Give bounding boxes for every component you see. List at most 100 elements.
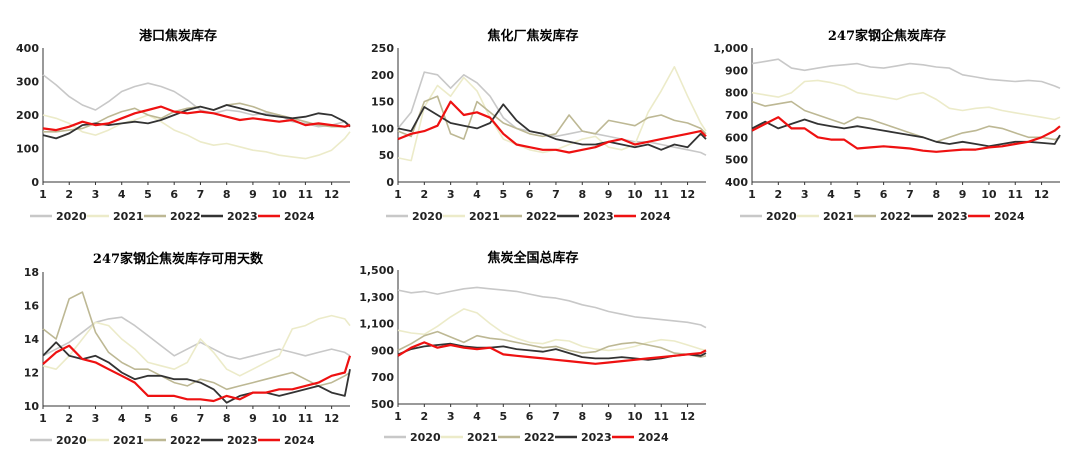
x-tick-label: 3 <box>801 188 809 201</box>
y-tick-label: 900 <box>725 64 748 77</box>
y-tick-label: 250 <box>371 42 394 55</box>
series-line-2023 <box>397 103 707 151</box>
x-tick-label: 4 <box>827 188 835 201</box>
y-tick-label: 1,100 <box>359 318 394 331</box>
x-tick-label: 1 <box>748 188 756 201</box>
x-tick-label: 3 <box>92 412 100 425</box>
y-tick-label: 1,500 <box>359 264 394 277</box>
x-tick-label: 11 <box>1008 188 1023 201</box>
x-tick-label: 1 <box>39 188 47 201</box>
x-tick-label: 2 <box>65 412 73 425</box>
x-tick-label: 5 <box>853 188 861 201</box>
legend-label-2024: 2024 <box>640 210 671 223</box>
legend-label-2021: 2021 <box>113 210 144 223</box>
legend-label-2023: 2023 <box>937 210 968 223</box>
series-line-2023 <box>397 342 707 361</box>
x-tick-label: 4 <box>473 188 481 201</box>
x-tick-label: 7 <box>197 412 205 425</box>
series-line-2022 <box>751 100 1061 143</box>
legend-label-2022: 2022 <box>170 210 201 223</box>
x-tick-label: 10 <box>271 188 287 201</box>
y-tick-label: 18 <box>24 266 39 279</box>
series-line-2023 <box>42 341 351 404</box>
y-tick-label: 700 <box>725 109 748 122</box>
x-tick-label: 3 <box>92 188 100 201</box>
y-tick-label: 1,300 <box>359 291 394 304</box>
y-tick-label: 100 <box>371 122 394 135</box>
legend-label-2020: 2020 <box>410 431 441 444</box>
x-tick-label: 8 <box>578 410 586 423</box>
x-tick-label: 1 <box>39 412 47 425</box>
legend-label-2020: 2020 <box>56 434 87 447</box>
x-tick-label: 6 <box>526 188 534 201</box>
x-tick-label: 7 <box>197 188 205 201</box>
series-line-2024 <box>751 116 1061 153</box>
series-line-2021 <box>397 308 707 352</box>
legend: 2020 2021 2022 2023 2024 <box>384 431 669 444</box>
x-tick-label: 5 <box>144 412 152 425</box>
x-tick-label: 2 <box>774 188 782 201</box>
x-tick-label: 6 <box>170 412 178 425</box>
x-tick-label: 10 <box>627 188 643 201</box>
x-tick-label: 1 <box>394 188 402 201</box>
series-line-2022 <box>397 95 707 140</box>
x-tick-label: 12 <box>324 188 339 201</box>
x-tick-label: 11 <box>298 188 313 201</box>
x-tick-label: 7 <box>906 188 914 201</box>
x-tick-label: 2 <box>420 410 428 423</box>
legend-label-2020: 2020 <box>766 210 797 223</box>
legend-label-2021: 2021 <box>467 431 498 444</box>
chart-title: 247家钢企焦炭库存 <box>828 28 946 44</box>
x-tick-label: 2 <box>65 188 73 201</box>
x-tick-label: 6 <box>526 410 534 423</box>
y-tick-label: 300 <box>16 76 39 89</box>
y-tick-label: 1,000 <box>713 42 748 55</box>
x-tick-label: 5 <box>144 188 152 201</box>
x-tick-label: 7 <box>552 410 560 423</box>
legend-label-2024: 2024 <box>638 431 669 444</box>
legend-label-2024: 2024 <box>994 210 1025 223</box>
x-tick-label: 3 <box>447 410 455 423</box>
y-tick-label: 10 <box>24 400 40 413</box>
chart-title: 焦炭全国总库存 <box>486 250 578 266</box>
y-tick-label: 100 <box>16 143 39 156</box>
series-line-2024 <box>397 341 707 365</box>
y-tick-label: 200 <box>16 109 39 122</box>
chart-title: 247家钢企焦炭库存可用天数 <box>93 251 264 267</box>
x-tick-label: 12 <box>680 188 695 201</box>
chart-title: 焦化厂焦炭库存 <box>486 28 578 44</box>
legend-label-2022: 2022 <box>526 210 557 223</box>
x-tick-label: 6 <box>170 188 178 201</box>
y-tick-label: 400 <box>16 42 39 55</box>
legend-label-2020: 2020 <box>412 210 443 223</box>
x-tick-label: 12 <box>680 410 695 423</box>
x-tick-label: 8 <box>223 188 231 201</box>
series-line-2021 <box>42 114 351 160</box>
x-tick-label: 9 <box>959 188 967 201</box>
x-tick-label: 11 <box>654 410 669 423</box>
y-tick-label: 400 <box>725 176 748 189</box>
legend-label-2022: 2022 <box>524 431 555 444</box>
legend: 2020 2021 2022 2023 2024 <box>30 210 315 223</box>
x-tick-label: 7 <box>552 188 560 201</box>
series-line-2020 <box>42 316 351 360</box>
series-line-2023 <box>42 104 351 140</box>
legend-label-2022: 2022 <box>880 210 911 223</box>
series-line-2021 <box>751 79 1061 121</box>
y-tick-label: 12 <box>24 367 39 380</box>
y-tick-label: 200 <box>371 69 394 82</box>
y-tick-label: 0 <box>31 176 39 189</box>
x-tick-label: 8 <box>578 188 586 201</box>
chart-title: 港口焦炭库存 <box>139 28 217 44</box>
x-tick-label: 10 <box>981 188 997 201</box>
x-tick-label: 5 <box>499 410 507 423</box>
series-line-2024 <box>42 105 351 132</box>
y-tick-label: 0 <box>386 176 394 189</box>
legend-label-2021: 2021 <box>113 434 144 447</box>
x-tick-label: 5 <box>499 188 507 201</box>
